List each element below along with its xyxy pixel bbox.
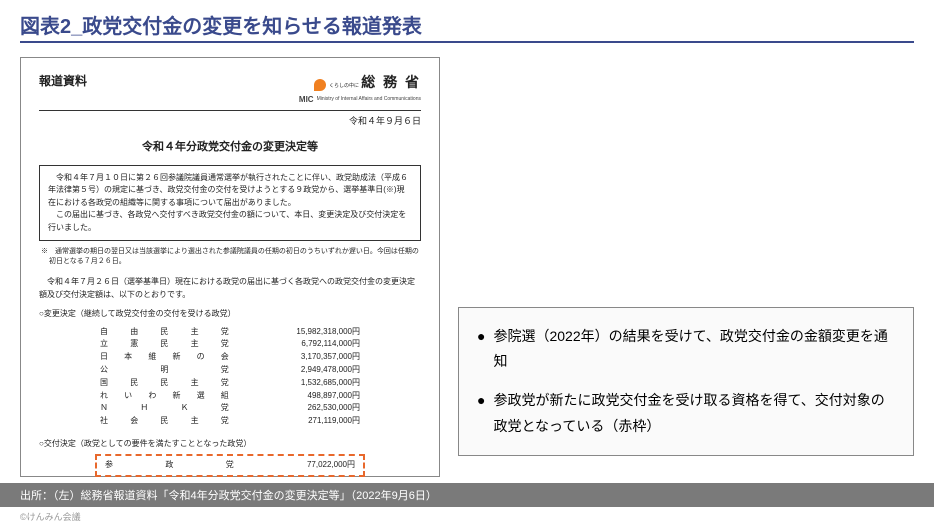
doc-summary-box: 令和４年７月１０日に第２６回参議院議員通常選挙が執行されたことに伴い、政党助成法… xyxy=(39,165,421,241)
logo-icon xyxy=(314,79,326,91)
party-name: 社 会 民 主 党 xyxy=(100,415,230,428)
party-name: 日 本 維 新 の 会 xyxy=(100,351,230,364)
subheading-1: ○変更決定（継続して政党交付金の交付を受ける政党） xyxy=(39,308,421,320)
doc-label: 報道資料 xyxy=(39,72,87,90)
party-row: Ｎ Ｈ Ｋ 党 262,530,000円 xyxy=(100,402,360,415)
highlight-name: 参 政 党 xyxy=(105,459,235,472)
doc-date: 令和４年９月６日 xyxy=(39,115,421,129)
party-table: 自 由 民 主 党 15,982,318,000円立 憲 民 主 党 6,792,1… xyxy=(100,326,360,428)
party-name: 立 憲 民 主 党 xyxy=(100,338,230,351)
party-amount: 1,532,685,000円 xyxy=(240,377,360,390)
party-row: 立 憲 民 主 党 6,792,114,000円 xyxy=(100,338,360,351)
party-name: 自 由 民 主 党 xyxy=(100,326,230,339)
highlight-row: 参 政 党 77,022,000円 xyxy=(105,459,355,472)
logo-main-row: くらしの中に 総 務 省 xyxy=(299,72,421,93)
party-row: 日 本 維 新 の 会 3,170,357,000円 xyxy=(100,351,360,364)
party-name: れ い わ 新 選 組 xyxy=(100,390,230,403)
party-amount: 6,792,114,000円 xyxy=(240,338,360,351)
party-row: 社 会 民 主 党 271,119,000円 xyxy=(100,415,360,428)
bullet-2: ● 参政党が新たに政党交付金を受け取る資格を得て、交付対象の政党となっている（赤… xyxy=(477,388,895,438)
bullet-icon: ● xyxy=(477,324,485,374)
party-row: 公 明 党 2,949,478,000円 xyxy=(100,364,360,377)
copyright: ©けんみん会議 xyxy=(20,510,81,523)
party-row: れ い わ 新 選 組 498,897,000円 xyxy=(100,390,360,403)
bullet-2-text: 参政党が新たに政党交付金を受け取る資格を得て、交付対象の政党となっている（赤枠） xyxy=(493,388,895,438)
highlight-amt: 77,022,000円 xyxy=(235,459,355,472)
bullet-1-text: 参院選（2022年）の結果を受けて、政党交付金の金額変更を通知 xyxy=(493,324,895,374)
content-area: 報道資料 くらしの中に 総 務 省 MIC Ministry of Intern… xyxy=(0,51,934,477)
source-bar: 出所：（左）総務省報道資料「令和4年分政党交付金の変更決定等」（2022年9月6… xyxy=(0,483,934,507)
party-row: 国 民 民 主 党 1,532,685,000円 xyxy=(100,377,360,390)
party-amount: 2,949,478,000円 xyxy=(240,364,360,377)
mic-label: MIC xyxy=(299,94,314,106)
doc-title: 令和４年分政党交付金の変更決定等 xyxy=(39,139,421,156)
doc-note: ※ 通常選挙の期日の翌日又は当該選挙により選出された参議院議員の任期の初日のうち… xyxy=(39,247,421,268)
doc-header: 報道資料 くらしの中に 総 務 省 MIC Ministry of Intern… xyxy=(39,72,421,111)
doc-paragraph: 令和４年７月２６日（選挙基準日）現在における政党の届出に基づく各政党への政党交付… xyxy=(39,276,421,302)
party-name: 公 明 党 xyxy=(100,364,230,377)
party-name: 国 民 民 主 党 xyxy=(100,377,230,390)
logo-text: 総 務 省 xyxy=(361,74,421,90)
party-amount: 3,170,357,000円 xyxy=(240,351,360,364)
party-amount: 262,530,000円 xyxy=(240,402,360,415)
subheading-2: ○交付決定（政党としての要件を満たすこととなった政党） xyxy=(39,438,421,450)
party-amount: 271,119,000円 xyxy=(240,415,360,428)
slide-title: 図表2_政党交付金の変更を知らせる報道発表 xyxy=(20,10,914,39)
bullet-icon: ● xyxy=(477,388,485,438)
document-panel: 報道資料 くらしの中に 総 務 省 MIC Ministry of Intern… xyxy=(20,57,440,477)
highlight-box: 参 政 党 77,022,000円 xyxy=(95,454,365,477)
annotation-area: ● 参院選（2022年）の結果を受けて、政党交付金の金額変更を通知 ● 参政党が… xyxy=(458,57,914,477)
party-amount: 15,982,318,000円 xyxy=(240,326,360,339)
annotation-box: ● 参院選（2022年）の結果を受けて、政党交付金の金額変更を通知 ● 参政党が… xyxy=(458,307,914,456)
party-name: Ｎ Ｈ Ｋ 党 xyxy=(100,402,230,415)
logo-tagline: くらしの中に xyxy=(329,83,359,89)
slide-title-bar: 図表2_政党交付金の変更を知らせる報道発表 xyxy=(0,0,934,51)
logo-area: くらしの中に 総 務 省 MIC Ministry of Internal Af… xyxy=(299,72,421,106)
mic-sub: Ministry of Internal Affairs and Communi… xyxy=(317,96,421,104)
party-row: 自 由 民 主 党 15,982,318,000円 xyxy=(100,326,360,339)
title-underline xyxy=(20,41,914,43)
bullet-1: ● 参院選（2022年）の結果を受けて、政党交付金の金額変更を通知 xyxy=(477,324,895,374)
logo-sub-row: MIC Ministry of Internal Affairs and Com… xyxy=(299,94,421,106)
party-amount: 498,897,000円 xyxy=(240,390,360,403)
